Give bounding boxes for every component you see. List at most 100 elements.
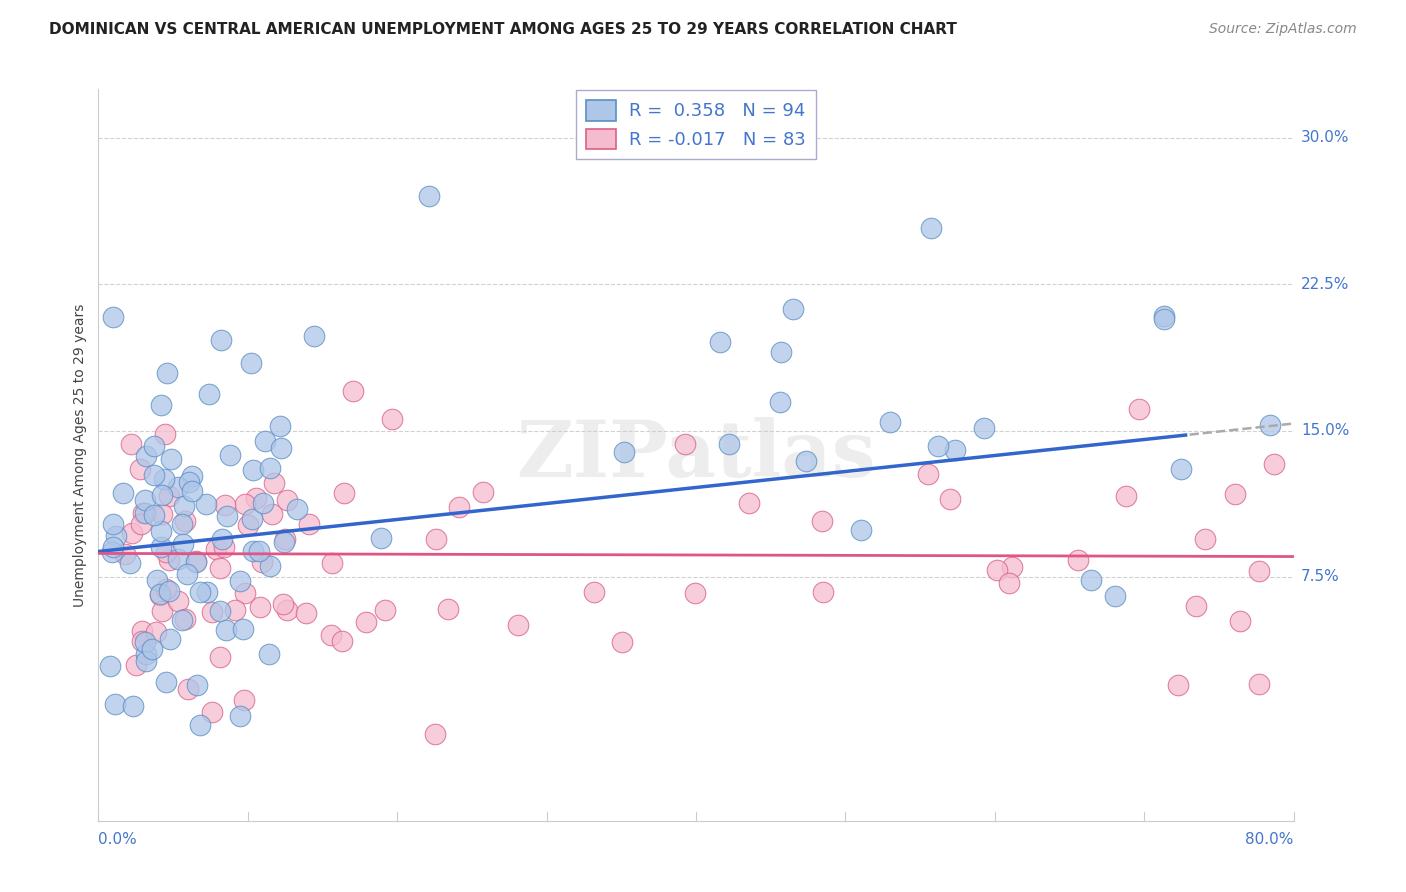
Dominicans: [370, 531, 392, 545]
Dominicans: [149, 587, 172, 601]
Central Americans: [208, 650, 231, 665]
Dominicans: [159, 451, 181, 466]
Central Americans: [153, 427, 176, 442]
Central Americans: [233, 586, 256, 600]
Dominicans: [215, 509, 238, 524]
Dominicans: [101, 540, 124, 554]
Dominicans: [1170, 461, 1192, 475]
Dominicans: [252, 496, 274, 510]
Central Americans: [132, 507, 155, 521]
Dominicans: [209, 333, 232, 347]
Dominicans: [259, 461, 281, 475]
Dominicans: [145, 573, 167, 587]
Dominicans: [209, 604, 232, 618]
Dominicans: [155, 674, 177, 689]
Dominicans: [240, 512, 263, 526]
Dominicans: [156, 366, 179, 380]
Central Americans: [214, 498, 236, 512]
Dominicans: [198, 386, 221, 401]
Dominicans: [166, 480, 188, 494]
Central Americans: [811, 585, 834, 599]
Dominicans: [1080, 573, 1102, 587]
Dominicans: [142, 467, 165, 482]
Dominicans: [105, 529, 128, 543]
Dominicans: [98, 659, 121, 673]
Text: ZIPatlas: ZIPatlas: [516, 417, 876, 493]
Dominicans: [177, 475, 200, 489]
Dominicans: [159, 632, 181, 646]
Dominicans: [176, 567, 198, 582]
Dominicans: [285, 502, 308, 516]
Central Americans: [381, 412, 404, 426]
Central Americans: [114, 547, 136, 561]
Dominicans: [269, 418, 291, 433]
Central Americans: [184, 554, 207, 568]
Dominicans: [259, 647, 281, 661]
Dominicans: [103, 698, 125, 712]
Dominicans: [180, 483, 202, 498]
Central Americans: [332, 633, 354, 648]
Central Americans: [274, 532, 297, 546]
Y-axis label: Unemployment Among Ages 25 to 29 years: Unemployment Among Ages 25 to 29 years: [73, 303, 87, 607]
Text: 7.5%: 7.5%: [1301, 569, 1340, 584]
Dominicans: [195, 497, 218, 511]
Central Americans: [233, 497, 256, 511]
Central Americans: [150, 507, 173, 521]
Dominicans: [247, 544, 270, 558]
Central Americans: [939, 492, 962, 507]
Dominicans: [103, 516, 125, 531]
Central Americans: [233, 693, 256, 707]
Dominicans: [232, 622, 254, 636]
Central Americans: [917, 467, 939, 482]
Central Americans: [174, 612, 197, 626]
Text: 30.0%: 30.0%: [1301, 130, 1350, 145]
Dominicans: [259, 559, 281, 574]
Central Americans: [174, 515, 197, 529]
Central Americans: [249, 600, 271, 615]
Central Americans: [129, 461, 152, 475]
Central Americans: [214, 541, 236, 555]
Dominicans: [228, 709, 250, 723]
Text: 80.0%: 80.0%: [1246, 832, 1294, 847]
Dominicans: [195, 585, 218, 599]
Text: 15.0%: 15.0%: [1301, 423, 1350, 438]
Central Americans: [148, 588, 170, 602]
Dominicans: [186, 556, 208, 570]
Central Americans: [673, 436, 696, 450]
Dominicans: [1153, 312, 1175, 326]
Dominicans: [150, 524, 173, 538]
Central Americans: [250, 555, 273, 569]
Central Americans: [204, 541, 226, 556]
Text: DOMINICAN VS CENTRAL AMERICAN UNEMPLOYMENT AMONG AGES 25 TO 29 YEARS CORRELATION: DOMINICAN VS CENTRAL AMERICAN UNEMPLOYME…: [49, 22, 957, 37]
Dominicans: [228, 574, 250, 588]
Dominicans: [122, 698, 145, 713]
Central Americans: [1249, 564, 1271, 578]
Dominicans: [794, 454, 817, 468]
Dominicans: [879, 415, 901, 429]
Central Americans: [155, 582, 177, 596]
Central Americans: [121, 525, 143, 540]
Central Americans: [145, 625, 167, 640]
Dominicans: [1153, 309, 1175, 323]
Dominicans: [101, 545, 124, 559]
Dominicans: [920, 221, 942, 235]
Central Americans: [610, 635, 633, 649]
Dominicans: [112, 486, 135, 500]
Dominicans: [149, 540, 172, 554]
Central Americans: [437, 601, 460, 615]
Central Americans: [209, 561, 232, 575]
Dominicans: [849, 523, 872, 537]
Text: 22.5%: 22.5%: [1301, 277, 1350, 292]
Central Americans: [298, 516, 321, 531]
Central Americans: [321, 556, 343, 570]
Dominicans: [101, 310, 124, 324]
Dominicans: [945, 442, 967, 457]
Dominicans: [302, 328, 325, 343]
Central Americans: [155, 545, 177, 559]
Central Americans: [245, 491, 267, 506]
Central Americans: [276, 603, 298, 617]
Dominicans: [135, 647, 157, 661]
Dominicans: [188, 584, 211, 599]
Central Americans: [201, 705, 224, 719]
Central Americans: [1115, 489, 1137, 503]
